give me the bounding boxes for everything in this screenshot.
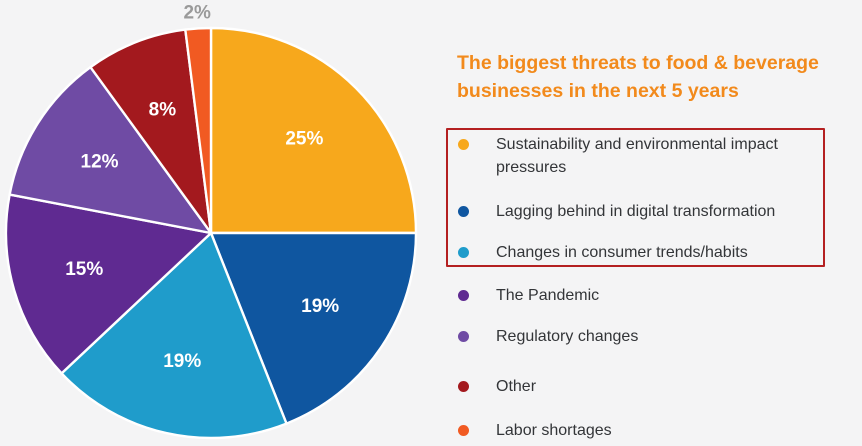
legend-dot-digital-transformation	[458, 206, 469, 217]
legend-dot-regulatory-changes	[458, 331, 469, 342]
legend-item-regulatory-changes: Regulatory changes	[457, 325, 817, 348]
legend-label-digital-transformation: Lagging behind in digital transformation	[496, 203, 776, 220]
legend-label-pandemic: The Pandemic	[496, 287, 600, 304]
legend-label-other: Other	[496, 378, 537, 395]
pie-slice-digital-transformation	[209, 231, 418, 425]
legend-item-sustainability: Sustainability and environmental impact …	[457, 133, 817, 179]
pie-slices	[4, 26, 418, 440]
pie-slice-consumer-trends	[60, 231, 288, 440]
pie-slice-other	[89, 28, 213, 235]
legend-dot-labor-shortages	[458, 425, 469, 436]
pie-data-label-sustainability: 25%	[285, 129, 323, 150]
chart-title: The biggest threats to food & beverage b…	[457, 52, 819, 102]
pie-slice-regulatory-changes	[8, 65, 213, 235]
legend-label-labor-shortages: Labor shortages	[496, 422, 612, 439]
pie-data-label-consumer-trends: 19%	[163, 351, 201, 372]
pie-data-labels: 25% 19% 19% 15% 12% 8% 2%	[65, 2, 339, 371]
pie-chart: 25% 19% 19% 15% 12% 8% 2%	[4, 2, 418, 440]
legend-dot-other	[458, 381, 469, 392]
pie-data-label-other: 8%	[149, 99, 177, 120]
pie-slice-pandemic	[4, 193, 213, 375]
legend-dot-pandemic	[458, 290, 469, 301]
pie-slice-sustainability	[209, 26, 418, 235]
legend-item-labor-shortages: Labor shortages	[457, 419, 817, 442]
legend-label-consumer-trends: Changes in consumer trends/habits	[496, 244, 748, 261]
pie-data-label-pandemic: 15%	[65, 259, 103, 280]
pie-data-label-regulatory-changes: 12%	[81, 151, 119, 172]
legend-dot-sustainability	[458, 139, 469, 150]
legend-label-sustainability: Sustainability and environmental impact …	[496, 136, 778, 176]
legend-item-other: Other	[457, 375, 817, 398]
legend-dot-consumer-trends	[458, 247, 469, 258]
pie-data-label-labor-shortages: 2%	[183, 2, 211, 23]
legend-item-digital-transformation: Lagging behind in digital transformation	[457, 200, 817, 223]
legend-item-pandemic: The Pandemic	[457, 284, 817, 307]
pie-slice-labor-shortages	[184, 26, 213, 235]
pie-data-label-digital-transformation: 19%	[301, 296, 339, 317]
legend-item-consumer-trends: Changes in consumer trends/habits	[457, 241, 817, 264]
legend-label-regulatory-changes: Regulatory changes	[496, 328, 639, 345]
